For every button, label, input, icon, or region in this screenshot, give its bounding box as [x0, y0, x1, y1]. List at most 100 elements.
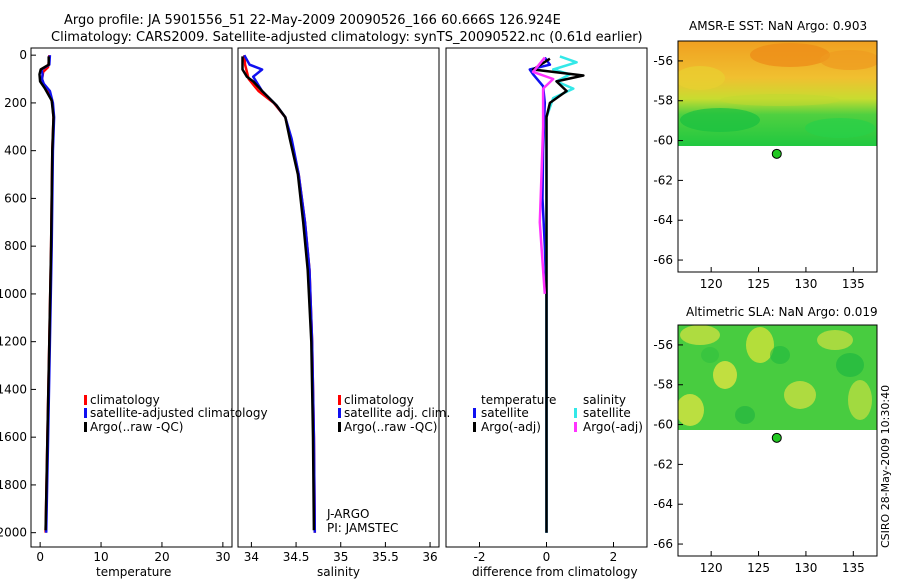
- sla-field-texture: [678, 325, 872, 426]
- y-tick-label: 800: [4, 239, 27, 253]
- lon-tick-label: 130: [794, 561, 817, 575]
- temperature-xlabel: temperature: [96, 565, 171, 579]
- salinity-x-ticks: 34 34.5 35 35.5 36: [244, 542, 438, 564]
- lon-tick-label: 120: [700, 561, 723, 575]
- lon-tick-label: 125: [747, 277, 770, 291]
- difference-panel: -2 0 2 difference from climatology tempera…: [445, 47, 648, 579]
- legend-swatch-argo: [338, 422, 341, 432]
- legend-swatch-satellite-adj: [338, 408, 341, 418]
- difference-series: [528, 55, 585, 533]
- sst-axes-box: [677, 40, 878, 273]
- sla-axes-box: [677, 324, 878, 557]
- x-tick-label: -2: [474, 550, 486, 564]
- y-tick-label: 2000: [0, 526, 27, 540]
- x-tick-label: 35: [333, 550, 348, 564]
- y-tick-label: 400: [4, 144, 27, 158]
- salinity-legend: climatology satellite adj. clim. Argo(..…: [338, 393, 450, 434]
- difference-x-ticks: -2 0 2: [474, 542, 618, 564]
- legend-swatch-temp-satellite: [473, 408, 476, 418]
- x-tick-label: 0: [543, 550, 551, 564]
- legend-swatch-temp-argo: [473, 422, 476, 432]
- legend-swatch-satellite-adjusted: [84, 408, 87, 418]
- legend-swatch-climatology: [338, 395, 341, 405]
- lat-tick-label: -62: [653, 173, 673, 187]
- lon-tick-label: 130: [794, 277, 817, 291]
- legend-swatch-sal-satellite: [574, 408, 577, 418]
- argo-location-marker: [771, 148, 782, 159]
- depth-axis-ticks: 0 200 400 600 800 1000 1200 1400 1600 1800 2000: [0, 48, 36, 540]
- series-line-temperature-2: [38, 56, 55, 531]
- y-tick-label: 1400: [0, 382, 27, 396]
- x-tick-label: 2: [610, 550, 618, 564]
- y-tick-label: 600: [4, 191, 27, 205]
- series-line-difference-2: [531, 57, 585, 533]
- sst-field-texture: [678, 43, 877, 138]
- lon-tick-label: 125: [747, 561, 770, 575]
- argo-location-marker: [771, 432, 782, 443]
- y-tick-label: 0: [19, 48, 27, 62]
- temperature-panel: 0 200 400 600 800 1000 1200 1400 1600 1800 2000 0 1…: [0, 47, 268, 579]
- legend-swatch-sal-argo: [574, 422, 577, 432]
- header-line-1: Argo profile: JA 5901556_51 22-May-2009 …: [64, 13, 561, 28]
- x-tick-label: 30: [215, 550, 230, 564]
- series-line-salinity-2: [241, 56, 316, 531]
- sla-axis-ticks: 120 125 130 135 -56 -58 -60 -62 -64 -66: [653, 338, 864, 575]
- legend-label-sal-argo: Argo(-adj): [583, 420, 643, 434]
- legend-label-argo: Argo(..raw -QC): [344, 420, 437, 434]
- legend-swatch-argo: [84, 422, 87, 432]
- y-tick-label: 1600: [0, 430, 27, 444]
- temperature-legend: climatology satellite-adjusted climatolo…: [84, 393, 268, 434]
- sla-map-title: Altimetric SLA: NaN Argo: 0.019: [686, 305, 878, 319]
- legend-swatch-climatology: [84, 395, 87, 405]
- x-tick-label: 34: [244, 550, 259, 564]
- legend-label-temp-argo: Argo(-adj): [481, 420, 541, 434]
- lat-tick-label: -62: [653, 457, 673, 471]
- pi-label: PI: JAMSTEC: [327, 521, 398, 535]
- credit-timestamp: CSIRO 28-May-2009 10:30:40: [879, 385, 892, 548]
- salinity-xlabel: salinity: [317, 565, 360, 579]
- lat-tick-label: -64: [653, 213, 673, 227]
- lat-tick-label: -56: [653, 338, 673, 352]
- x-tick-label: 10: [93, 550, 108, 564]
- temperature-x-ticks: 0 10 20 30: [36, 542, 231, 564]
- legend-title-salinity: salinity: [583, 393, 626, 407]
- sst-map-panel: AMSR-E SST: NaN Argo: 0.903 120 125 130 135…: [653, 19, 878, 291]
- salinity-axes-box: [237, 47, 440, 548]
- series-line-salinity-0: [243, 55, 317, 533]
- legend-label-sal-satellite: satellite: [583, 406, 631, 420]
- lat-tick-label: -66: [653, 253, 673, 267]
- lat-tick-label: -64: [653, 497, 673, 511]
- x-tick-label: 35.5: [372, 550, 399, 564]
- difference-xlabel: difference from climatology: [472, 565, 638, 579]
- lat-tick-label: -66: [653, 537, 673, 551]
- lat-tick-label: -58: [653, 94, 673, 108]
- legend-label-temp-satellite: satellite: [481, 406, 529, 420]
- x-tick-label: 20: [154, 550, 169, 564]
- program-label: J-ARGO: [326, 507, 369, 521]
- sla-map-panel: Altimetric SLA: NaN Argo: 0.019 120 125 13…: [653, 305, 877, 575]
- lon-tick-label: 135: [842, 561, 865, 575]
- y-tick-label: 1800: [0, 478, 27, 492]
- x-tick-label: 34.5: [283, 550, 310, 564]
- x-tick-label: 36: [422, 550, 437, 564]
- lat-tick-label: -60: [653, 418, 673, 432]
- sst-axis-ticks: 120 125 130 135 -56 -58 -60 -62 -64 -66: [653, 54, 864, 291]
- legend-label-argo: Argo(..raw -QC): [90, 420, 183, 434]
- legend-label-satellite-adjusted: satellite-adjusted climatology: [90, 406, 268, 420]
- header-line-2: Climatology: CARS2009. Satellite-adjuste…: [51, 30, 643, 45]
- lat-tick-label: -60: [653, 134, 673, 148]
- lon-tick-label: 120: [700, 277, 723, 291]
- y-tick-label: 1200: [0, 335, 27, 349]
- series-line-difference-1: [545, 55, 578, 533]
- y-tick-label: 200: [4, 96, 27, 110]
- series-line-difference-3: [531, 56, 555, 294]
- lon-tick-label: 135: [842, 277, 865, 291]
- y-tick-label: 1000: [0, 287, 27, 301]
- salinity-panel: 34 34.5 35 35.5 36 salinity climatology sate…: [237, 47, 450, 579]
- salinity-series: [241, 54, 317, 533]
- temperature-series: [38, 55, 56, 533]
- legend-title-temperature: temperature: [481, 393, 556, 407]
- legend-label-satellite-adj: satellite adj. clim.: [344, 406, 450, 420]
- x-tick-label: 0: [36, 550, 44, 564]
